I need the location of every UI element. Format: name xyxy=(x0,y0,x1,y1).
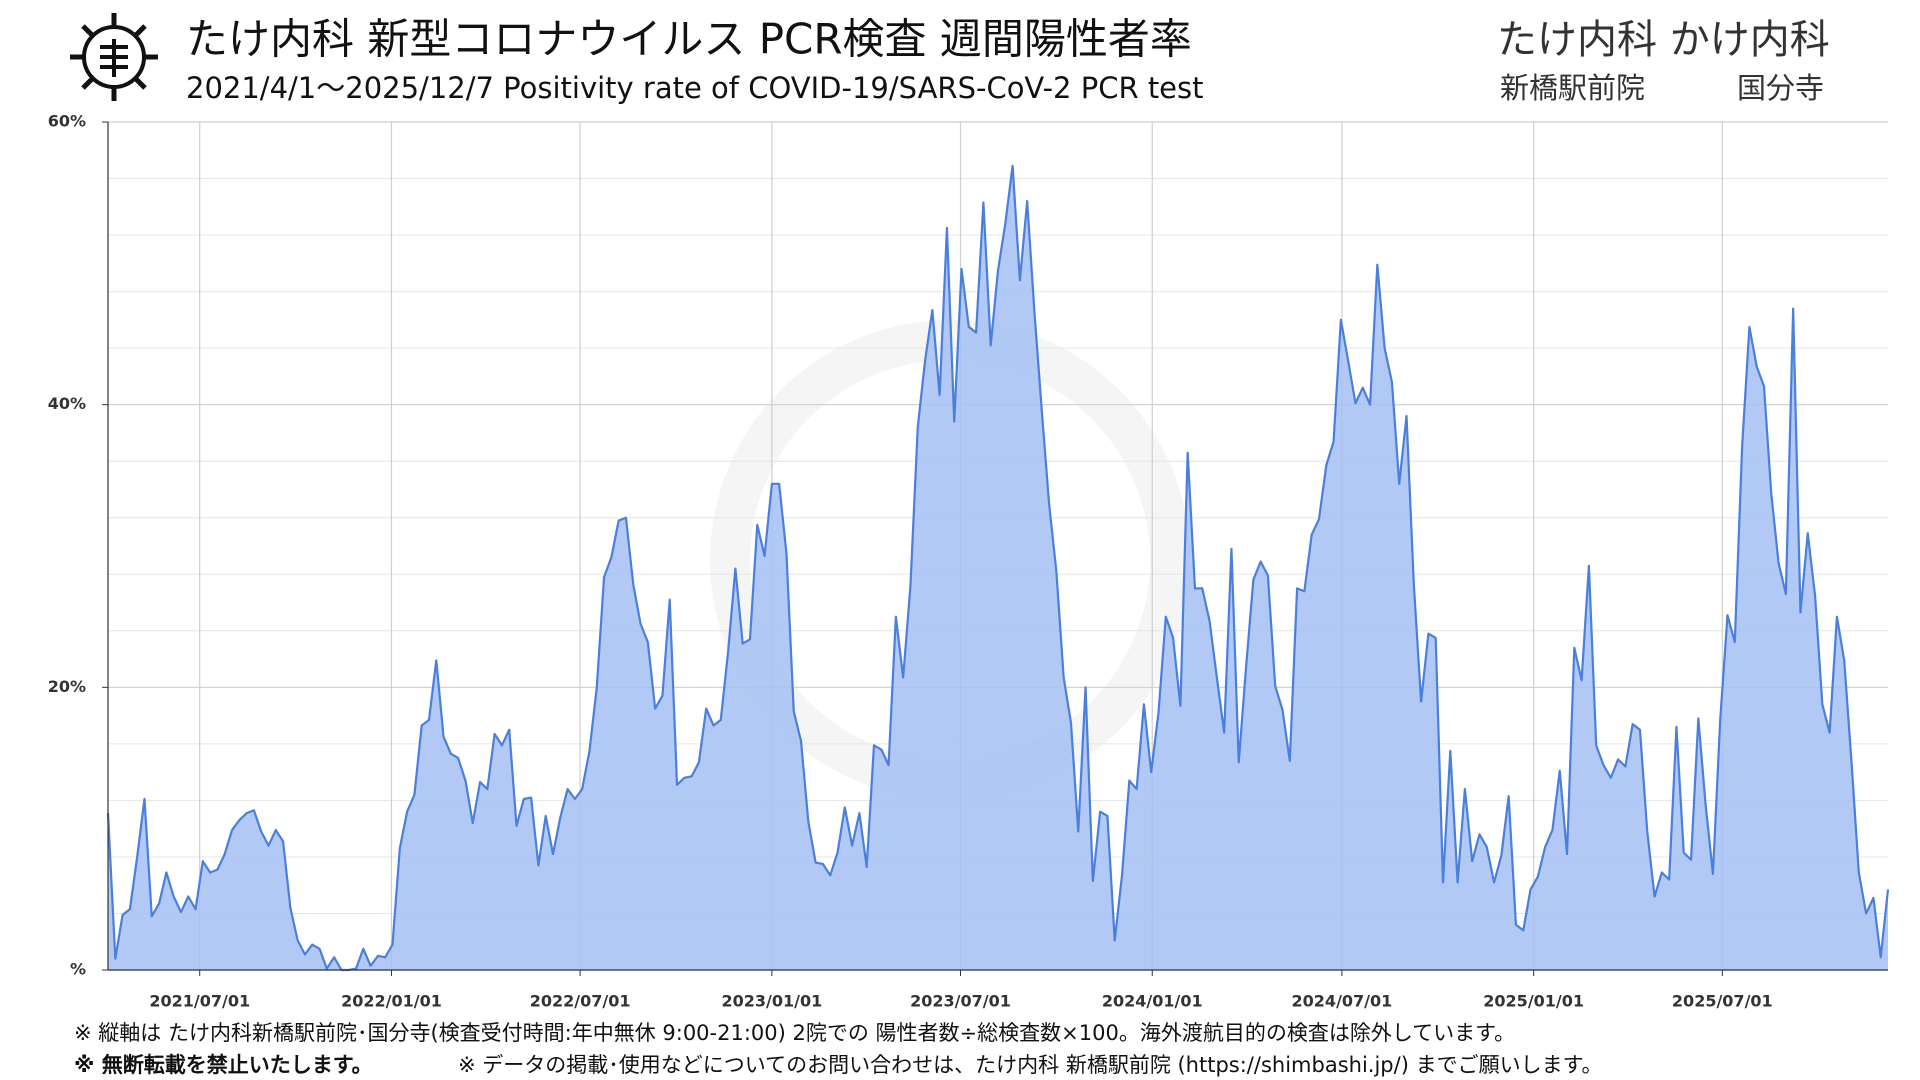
logo-mark xyxy=(100,39,128,77)
x-tick-label: 2023/01/01 xyxy=(721,992,822,1011)
chart-subtitle: 2021/4/1〜2025/12/7 Positivity rate of CO… xyxy=(186,71,1204,105)
line xyxy=(106,164,1890,972)
x-tick-label: 2021/07/01 xyxy=(149,992,250,1011)
chart-title: たけ内科 新型コロナウイルス PCR検査 週間陽性者率 xyxy=(186,15,1192,64)
logo xyxy=(70,13,158,101)
x-tick-label: 2025/01/01 xyxy=(1483,992,1584,1011)
note: ※ 無断転載を禁止いたします。 xyxy=(74,1053,373,1077)
x-tick-label: 2023/07/01 xyxy=(910,992,1011,1011)
y-tick-label: 60% xyxy=(48,112,86,131)
x-tick-label: 2024/01/01 xyxy=(1102,992,1203,1011)
y-tick-label: 20% xyxy=(48,677,86,696)
clinic-branch: 新橋駅前院 xyxy=(1500,71,1645,105)
clinic-name: たけ内科 かけ内科 xyxy=(1497,17,1830,63)
area xyxy=(108,165,1888,970)
x-tick-label: 2025/07/01 xyxy=(1672,992,1773,1011)
y-tick-label: 40% xyxy=(48,394,86,413)
x-tick-label: 2024/07/01 xyxy=(1292,992,1393,1011)
logo-spikes xyxy=(70,13,158,101)
x-tick-label: 2022/07/01 xyxy=(530,992,631,1011)
note: ※ データの掲載･使用などについてのお問い合わせは、たけ内科 新橋駅前院 (ht… xyxy=(458,1053,1602,1077)
clinic-branch: 国分寺 xyxy=(1737,71,1824,105)
x-tick-label: 2022/01/01 xyxy=(341,992,442,1011)
y-tick-label: % xyxy=(70,960,86,979)
axes: % 20% 40% 60% 2021/07/01 2022/01/01 2022/07/01… xyxy=(48,112,1888,1011)
plot xyxy=(106,164,1890,972)
note: ※ 縦軸は たけ内科新橋駅前院･国分寺(検査受付時間:年中無休 9:00-21:… xyxy=(74,1021,1515,1045)
